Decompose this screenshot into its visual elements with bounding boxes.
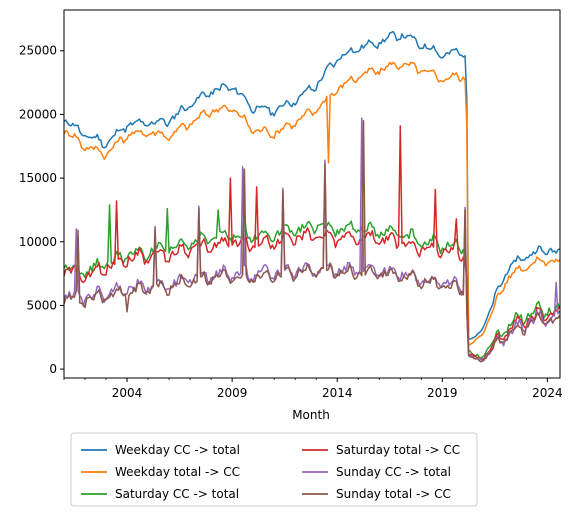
legend: Weekday CC -> total Weekday total -> CC Sa… [70,432,478,507]
legend-frame [70,432,478,507]
x-tick-label: 2019 [427,386,458,400]
series-line [63,120,561,363]
x-tick-label: 2014 [322,386,353,400]
legend-label: Sunday total -> CC [336,487,451,501]
legend-label: Sunday CC -> total [336,465,451,479]
x-axis: 2004 2009 2014 2019 2024 [63,378,563,400]
y-tick-label: 15000 [19,171,57,185]
x-axis-label: Month [292,408,330,422]
x-tick-label: 2024 [532,386,563,400]
y-tick-label: 5000 [26,298,57,312]
series-line [63,125,561,361]
legend-label: Saturday total -> CC [336,443,460,457]
legend-label: Weekday CC -> total [115,443,240,457]
y-tick-label: 10000 [19,235,57,249]
plot-background [64,10,560,378]
series-line [63,61,560,346]
plot-frame [63,9,561,379]
x-tick-label: 2004 [112,386,143,400]
y-axis: 0 5000 10000 15000 20000 25000 [19,44,64,376]
y-tick-label: 0 [49,362,57,376]
y-tick-label: 25000 [19,44,57,58]
x-tick-label: 2009 [217,386,248,400]
legend-label: Weekday total -> CC [115,465,240,479]
series-line [63,30,560,340]
legend-label: Saturday CC -> total [115,487,239,501]
series-layer [63,30,561,363]
y-tick-label: 20000 [19,107,57,121]
